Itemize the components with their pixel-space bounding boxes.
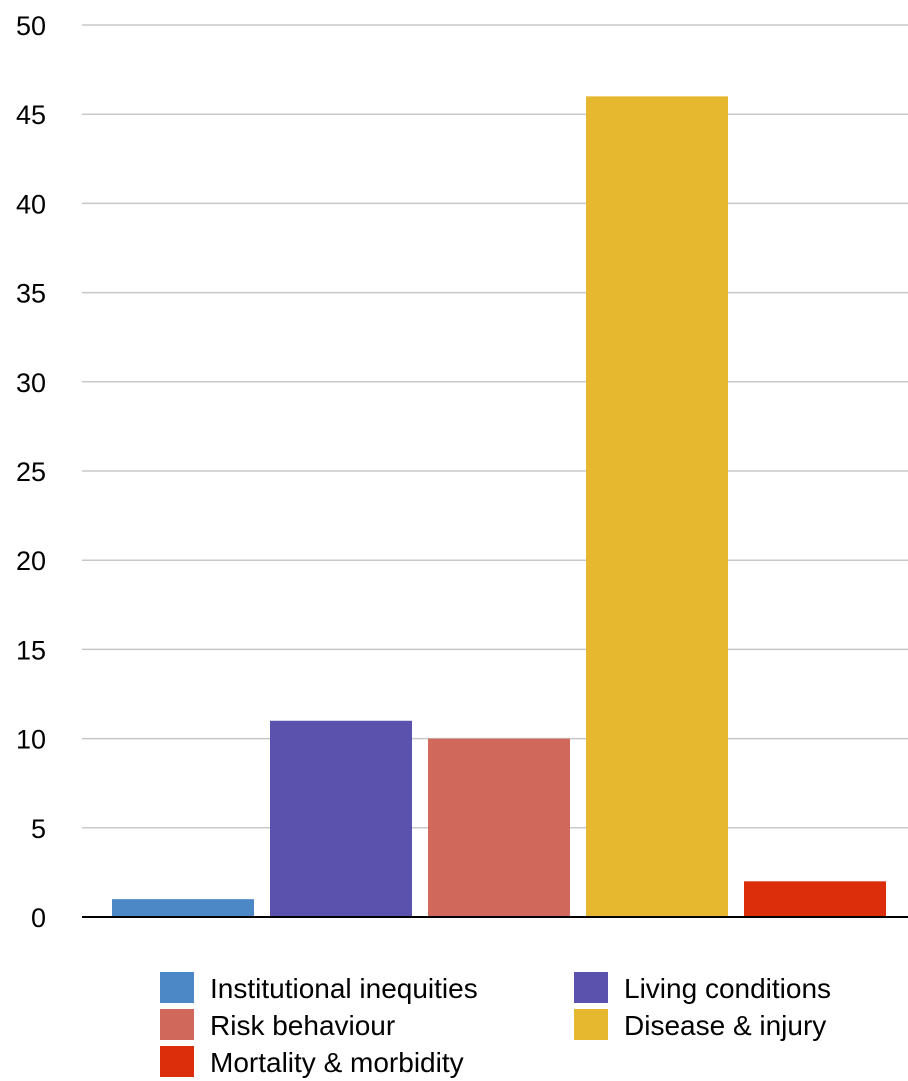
y-tick-label: 15 <box>16 635 46 665</box>
bars <box>112 96 886 918</box>
y-tick-label: 50 <box>16 11 46 41</box>
gridlines <box>82 24 908 829</box>
y-tick-label: 25 <box>16 457 46 487</box>
legend-swatch <box>160 972 194 1003</box>
legend-label: Mortality & morbidity <box>210 1047 464 1078</box>
legend-swatch <box>574 1009 608 1040</box>
y-tick-label: 0 <box>31 903 46 933</box>
y-tick-label: 30 <box>16 368 46 398</box>
y-tick-label: 5 <box>31 814 46 844</box>
legend-item: Institutional inequities <box>160 972 478 1004</box>
y-tick-label: 20 <box>16 546 46 576</box>
legend-item: Mortality & morbidity <box>160 1046 464 1078</box>
legend-item: Disease & injury <box>574 1009 826 1041</box>
legend-label: Risk behaviour <box>210 1010 395 1041</box>
legend-item: Living conditions <box>574 972 831 1004</box>
bar-1 <box>270 720 412 917</box>
bar-0 <box>112 899 254 917</box>
y-tick-label: 45 <box>16 100 46 130</box>
legend-label: Disease & injury <box>624 1010 826 1041</box>
bar-2 <box>428 738 570 917</box>
legend-swatch <box>574 972 608 1003</box>
bar-4 <box>744 881 886 917</box>
y-tick-label: 10 <box>16 725 46 755</box>
y-tick-label: 40 <box>16 189 46 219</box>
y-axis: 0 5 10 15 20 25 30 35 40 45 50 <box>16 11 46 933</box>
legend-swatch <box>160 1009 194 1040</box>
legend-label: Institutional inequities <box>210 973 478 1004</box>
legend-swatch <box>160 1046 194 1077</box>
y-tick-label: 35 <box>16 279 46 309</box>
legend: Institutional inequities Living condition… <box>160 972 831 1078</box>
bar-3 <box>586 96 728 918</box>
legend-label: Living conditions <box>624 973 831 1004</box>
legend-item: Risk behaviour <box>160 1009 395 1041</box>
